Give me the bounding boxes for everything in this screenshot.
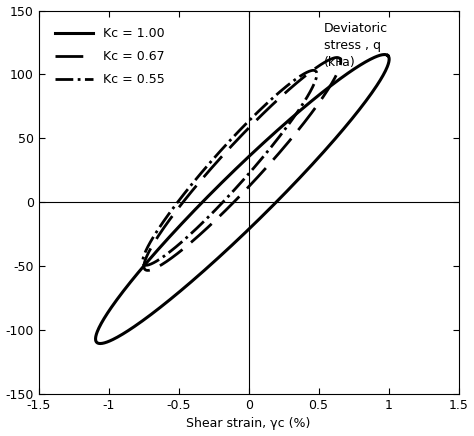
Kc = 1.00 bbox=[238, 234, 244, 239]
Kc = 0.67 bbox=[180, 201, 185, 206]
Kc = 0.55 bbox=[232, 187, 237, 192]
Kc = 0.55 bbox=[149, 236, 155, 242]
Legend: Kc = 1.00, Kc = 0.67, Kc = 0.55: Kc = 1.00, Kc = 0.67, Kc = 0.55 bbox=[49, 20, 171, 92]
Kc = 0.55 bbox=[144, 262, 149, 268]
Line: Kc = 1.00: Kc = 1.00 bbox=[96, 54, 389, 344]
Kc = 1.00 bbox=[330, 82, 336, 87]
Kc = 0.67 bbox=[241, 189, 247, 194]
Kc = 0.67 bbox=[337, 55, 342, 61]
Kc = 0.55 bbox=[313, 68, 319, 74]
Kc = 0.55 bbox=[181, 238, 186, 243]
X-axis label: Shear strain, γc (%): Shear strain, γc (%) bbox=[186, 417, 311, 430]
Kc = 0.55 bbox=[173, 201, 179, 207]
Kc = 1.00 bbox=[382, 52, 388, 57]
Line: Kc = 0.67: Kc = 0.67 bbox=[144, 58, 341, 270]
Kc = 1.00 bbox=[385, 53, 391, 58]
Kc = 0.67 bbox=[334, 55, 340, 60]
Kc = 0.55 bbox=[310, 68, 316, 73]
Kc = 0.67 bbox=[245, 186, 250, 191]
Kc = 0.67 bbox=[187, 241, 192, 246]
Kc = 1.00 bbox=[158, 305, 164, 310]
Kc = 0.67 bbox=[337, 55, 342, 61]
Text: Deviatoric
stress , q
(kPa): Deviatoric stress , q (kPa) bbox=[324, 22, 388, 69]
Kc = 0.67 bbox=[152, 239, 157, 244]
Kc = 0.55 bbox=[313, 68, 319, 74]
Line: Kc = 0.55: Kc = 0.55 bbox=[143, 70, 317, 265]
Kc = 0.67 bbox=[145, 268, 151, 273]
Kc = 1.00 bbox=[153, 249, 159, 255]
Kc = 0.55 bbox=[278, 88, 284, 93]
Kc = 1.00 bbox=[243, 230, 248, 235]
Kc = 0.55 bbox=[229, 190, 235, 195]
Kc = 0.67 bbox=[298, 77, 304, 82]
Kc = 1.00 bbox=[111, 302, 117, 307]
Kc = 1.00 bbox=[98, 341, 103, 346]
Kc = 1.00 bbox=[385, 53, 391, 58]
